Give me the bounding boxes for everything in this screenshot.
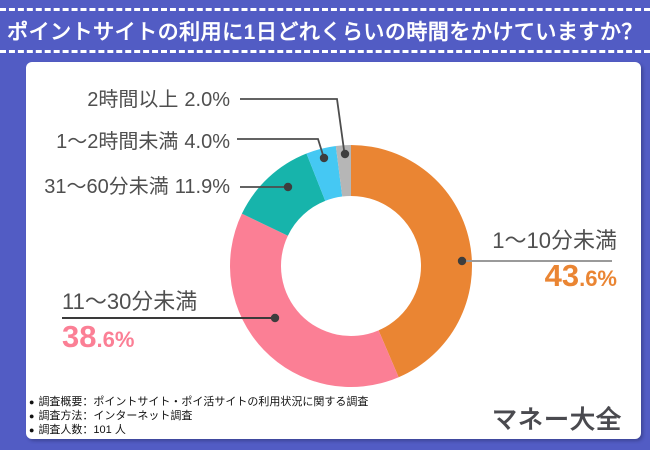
donut-segment-4: [335, 145, 351, 197]
callout-label: 31〜60分未満: [44, 176, 169, 198]
note-text: 調査概要：ポイントサイト・ポイ活サイトの利用状況に関する調査: [38, 396, 369, 408]
callout-1-2hours: 1〜2時間未満 4.0%: [56, 131, 230, 153]
donut-segment-3: [306, 145, 343, 201]
leader-line-3: [237, 138, 324, 156]
callout-value: 43.6%: [544, 258, 617, 293]
leader-dot-3: [319, 153, 329, 163]
bullet-icon: ●: [29, 397, 35, 407]
title-banner: ポイントサイトの利用に1日どれくらいの時間をかけていますか？: [0, 8, 650, 53]
callout-value: 11.9%: [174, 176, 230, 198]
callout-31-60min: 31〜60分未満 11.9%: [44, 176, 230, 198]
leader-dot-1: [270, 313, 280, 323]
brand-logo: マネー大全: [491, 406, 622, 434]
bullet-icon: ●: [29, 411, 35, 421]
leader-line-4: [240, 98, 345, 151]
chart-title: ポイントサイトの利用に1日どれくらいの時間をかけていますか？: [7, 20, 643, 44]
note-line: ● 調査方法：インターネット調査: [29, 409, 368, 423]
callout-label: 1〜10分未満: [492, 228, 617, 253]
note-line: ● 調査人数：101 人: [29, 423, 368, 437]
callout-label: 1〜2時間未満: [56, 131, 179, 153]
survey-notes: ● 調査概要：ポイントサイト・ポイ活サイトの利用状況に関する調査 ● 調査方法：イン…: [29, 395, 368, 437]
bullet-icon: ●: [29, 425, 35, 435]
callout-value: 2.0%: [184, 89, 230, 111]
callout-11-30min: 11〜30分未満 38.6%: [62, 290, 197, 354]
donut-segment-1: [229, 213, 399, 387]
leader-dot-0: [457, 256, 467, 266]
callout-label: 11〜30分未満: [62, 289, 198, 314]
donut-segment-0: [351, 145, 472, 378]
callout-label: 2時間以上: [87, 89, 179, 111]
donut-segment-2: [241, 153, 326, 236]
note-text: 調査人数：101 人: [38, 424, 126, 436]
leader-dot-4: [340, 149, 350, 159]
note-line: ● 調査概要：ポイントサイト・ポイ活サイトの利用状況に関する調査: [29, 395, 368, 409]
callout-value: 38.6%: [62, 319, 135, 354]
note-text: 調査方法：インターネット調査: [38, 410, 193, 422]
callout-value: 4.0%: [184, 131, 230, 153]
callout-1-10min: 1〜10分未満 43.6%: [492, 229, 617, 293]
leader-dot-2: [283, 182, 293, 192]
callout-2hours-plus: 2時間以上 2.0%: [87, 89, 230, 111]
